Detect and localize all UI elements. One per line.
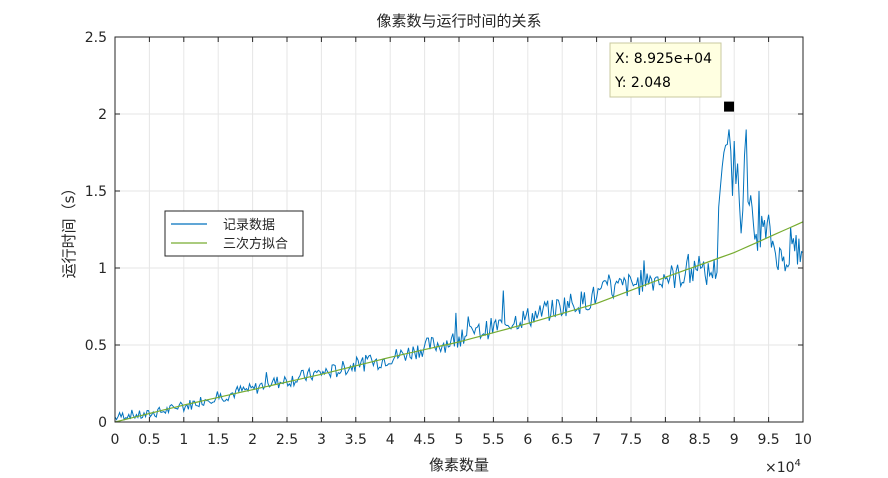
- x-tick-label: 6.5: [551, 432, 573, 448]
- x-tick-label: 8.5: [689, 432, 711, 448]
- x-axis-exponent: ×104: [765, 458, 801, 476]
- x-tick-label: 2.5: [276, 432, 298, 448]
- x-tick-label: 7.5: [620, 432, 642, 448]
- y-tick-label: 1: [98, 261, 107, 277]
- data-tip[interactable]: X: 8.925e+04 Y: 2.048: [609, 42, 735, 112]
- x-tick-label: 8: [661, 432, 670, 448]
- y-tick-label: 1.5: [85, 184, 107, 200]
- x-tick-labels: 0 0.5 1 1.5 2 2.5 3 3.5 4 4.5 5 5.5 6 6.5 7 7.5 8 8.5 9 9.5…: [111, 37, 812, 448]
- y-tick-label: 0.5: [85, 338, 107, 354]
- y-tick-label: 2.5: [85, 30, 107, 46]
- x-tick-label: 0: [111, 432, 120, 448]
- x-axis-label: 像素数量: [429, 456, 489, 474]
- x-tick-label: 5: [455, 432, 464, 448]
- x-tick-label: 3: [317, 432, 326, 448]
- data-tip-box: [609, 42, 722, 98]
- data-tip-marker[interactable]: [724, 101, 735, 112]
- x-exponent-power: 4: [795, 458, 801, 469]
- x-tick-label: 5.5: [482, 432, 504, 448]
- legend-label-recorded: 记录数据: [223, 218, 275, 233]
- x-tick-label: 4.5: [413, 432, 435, 448]
- legend[interactable]: 记录数据 三次方拟合: [164, 210, 304, 257]
- data-tip-x-value: X: 8.925e+04: [615, 51, 712, 67]
- x-exponent-base: ×10: [765, 460, 795, 476]
- chart-title: 像素数与运行时间的关系: [376, 12, 541, 30]
- x-tick-label: 3.5: [345, 432, 367, 448]
- x-tick-label: 9: [730, 432, 739, 448]
- x-tick-label: 10: [794, 432, 812, 448]
- y-tick-labels: 0 0.5 1 1.5 2 2.5: [85, 30, 803, 431]
- x-tick-label: 1.5: [207, 432, 229, 448]
- series-line-fit: [114, 221, 804, 423]
- series-layer: [114, 129, 804, 423]
- x-tick-label: 4: [386, 432, 395, 448]
- x-tick-label: 1: [179, 432, 188, 448]
- x-tick-label: 7: [592, 432, 601, 448]
- legend-box: [164, 210, 304, 257]
- legend-label-fit: 三次方拟合: [223, 236, 288, 252]
- x-tick-label: 2: [248, 432, 257, 448]
- y-axis-label: 运行时间（s）: [60, 181, 78, 279]
- y-tick-label: 0: [98, 415, 107, 431]
- x-tick-label: 9.5: [757, 432, 779, 448]
- data-tip-y-value: Y: 2.048: [614, 75, 671, 91]
- y-tick-label: 2: [98, 107, 107, 123]
- grid-lines: [114, 36, 804, 423]
- x-tick-label: 6: [523, 432, 532, 448]
- x-tick-label: 0.5: [138, 432, 160, 448]
